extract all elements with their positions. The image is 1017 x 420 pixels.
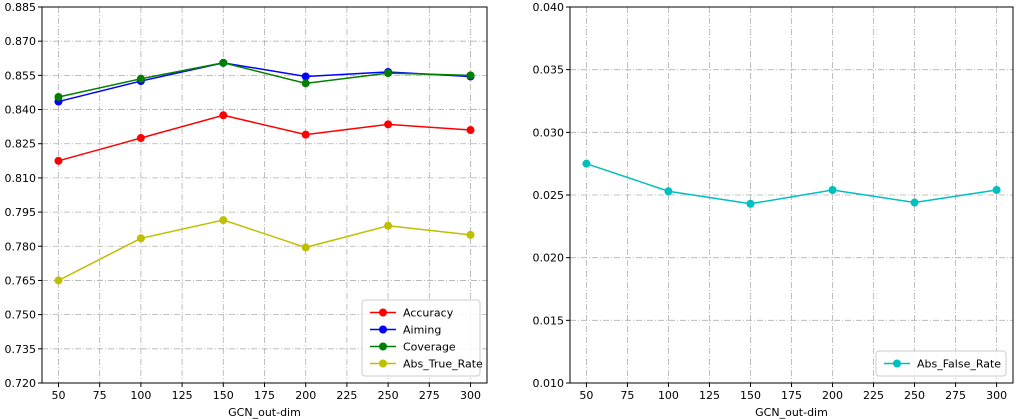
- series-line: [58, 114, 471, 162]
- x-tick-label: 250: [904, 389, 925, 402]
- data-point: [136, 234, 145, 243]
- x-tick-label: 225: [336, 389, 357, 402]
- x-tick-label: 75: [93, 389, 107, 402]
- data-point: [301, 72, 310, 81]
- legend-label: Coverage: [403, 341, 456, 354]
- x-tick-label: 300: [986, 389, 1007, 402]
- x-tick-label: 125: [699, 389, 720, 402]
- data-point: [384, 221, 393, 230]
- legend-swatch-marker: [893, 359, 901, 368]
- data-point: [219, 216, 228, 225]
- x-axis-label: GCN_out-dim: [228, 406, 301, 419]
- series-line: [58, 62, 471, 103]
- y-tick-label: 0.810: [5, 172, 37, 185]
- x-tick-label: 150: [213, 389, 234, 402]
- series-line: [58, 62, 471, 98]
- data-point: [54, 93, 63, 102]
- series-coverage: [54, 58, 475, 102]
- legend-swatch-marker: [379, 359, 387, 368]
- y-tick-label: 0.040: [533, 1, 565, 14]
- y-tick-label: 0.780: [5, 240, 37, 253]
- series-line: [586, 162, 997, 205]
- x-tick-label: 175: [781, 389, 802, 402]
- y-tick-label: 0.020: [533, 252, 565, 265]
- x-tick-label: 100: [658, 389, 679, 402]
- legend-label: Abs_True_Rate: [403, 358, 483, 371]
- x-tick-label: 300: [460, 389, 481, 402]
- series-abs-true-rate: [54, 216, 475, 285]
- left-chart-accuracy-metrics: 50 75 100 125 150 175 200 225 250 275 300 0.720 0.73…: [5, 1, 488, 419]
- data-point: [466, 71, 475, 80]
- right-chart-abs-false-rate: 50 75 100 125 150 175 200 225 250 275 300 0.010 0.01…: [533, 1, 1014, 419]
- data-point: [136, 74, 145, 83]
- data-point: [384, 120, 393, 129]
- legend: Abs_False_Rate: [875, 350, 1007, 377]
- grid-lines: [42, 6, 487, 384]
- data-point: [384, 69, 393, 78]
- data-point: [301, 79, 310, 88]
- data-point: [54, 276, 63, 285]
- x-tick-label: 225: [863, 389, 884, 402]
- x-tick-label: 50: [579, 389, 593, 402]
- y-tick-label: 0.795: [5, 206, 37, 219]
- data-point: [301, 130, 310, 139]
- x-tick-label: 250: [378, 389, 399, 402]
- data-point: [466, 230, 475, 239]
- data-point: [219, 58, 228, 67]
- y-tick-label: 0.765: [5, 274, 37, 287]
- x-tick-label: 50: [51, 389, 65, 402]
- data-point: [466, 126, 475, 135]
- legend-swatch-marker: [379, 325, 387, 334]
- y-tick-label: 0.825: [5, 138, 37, 151]
- data-point: [910, 198, 919, 207]
- y-tick-label: 0.735: [5, 343, 37, 356]
- x-tick-label: 125: [172, 389, 193, 402]
- legend-label: Accuracy: [403, 307, 454, 320]
- data-point: [828, 185, 837, 194]
- x-tick-label: 100: [130, 389, 151, 402]
- data-point: [992, 185, 1001, 194]
- legend-swatch-marker: [379, 342, 387, 351]
- data-point: [219, 111, 228, 120]
- y-tick-label: 0.750: [5, 309, 37, 322]
- y-tick-label: 0.025: [533, 189, 565, 202]
- data-point: [582, 159, 591, 168]
- y-tick-label: 0.720: [5, 377, 37, 390]
- x-axis-label: GCN_out-dim: [755, 406, 828, 419]
- x-tick-label: 75: [620, 389, 634, 402]
- series-accuracy: [54, 111, 475, 165]
- x-tick-label: 200: [295, 389, 316, 402]
- data-point: [746, 199, 755, 208]
- y-tick-label: 0.030: [533, 126, 565, 139]
- y-tick-label: 0.035: [533, 64, 565, 77]
- x-tick-label: 175: [254, 389, 275, 402]
- legend: Accuracy Aiming Coverage Abs_True_Rate: [361, 299, 483, 377]
- y-tick-label: 0.855: [5, 69, 37, 82]
- legend-label: Aiming: [403, 324, 441, 337]
- series-abs-false-rate: [582, 159, 1001, 208]
- y-tick-label: 0.885: [5, 1, 37, 14]
- y-tick-label: 0.010: [533, 377, 565, 390]
- data-point: [136, 134, 145, 143]
- y-tick-label: 0.015: [533, 314, 565, 327]
- y-tick-label: 0.870: [5, 35, 37, 48]
- x-tick-label: 150: [740, 389, 761, 402]
- legend-swatch-marker: [379, 308, 387, 317]
- grid-lines: [570, 6, 1013, 384]
- data-point: [664, 187, 673, 196]
- y-tick-label: 0.840: [5, 104, 37, 117]
- legend-label: Abs_False_Rate: [917, 358, 1001, 371]
- x-tick-label: 275: [419, 389, 440, 402]
- data-point: [54, 156, 63, 165]
- x-tick-label: 275: [945, 389, 966, 402]
- legend-box: [875, 350, 1007, 377]
- series-line: [58, 219, 471, 282]
- legend-box: [361, 299, 481, 377]
- data-point: [301, 243, 310, 252]
- x-tick-label: 200: [822, 389, 843, 402]
